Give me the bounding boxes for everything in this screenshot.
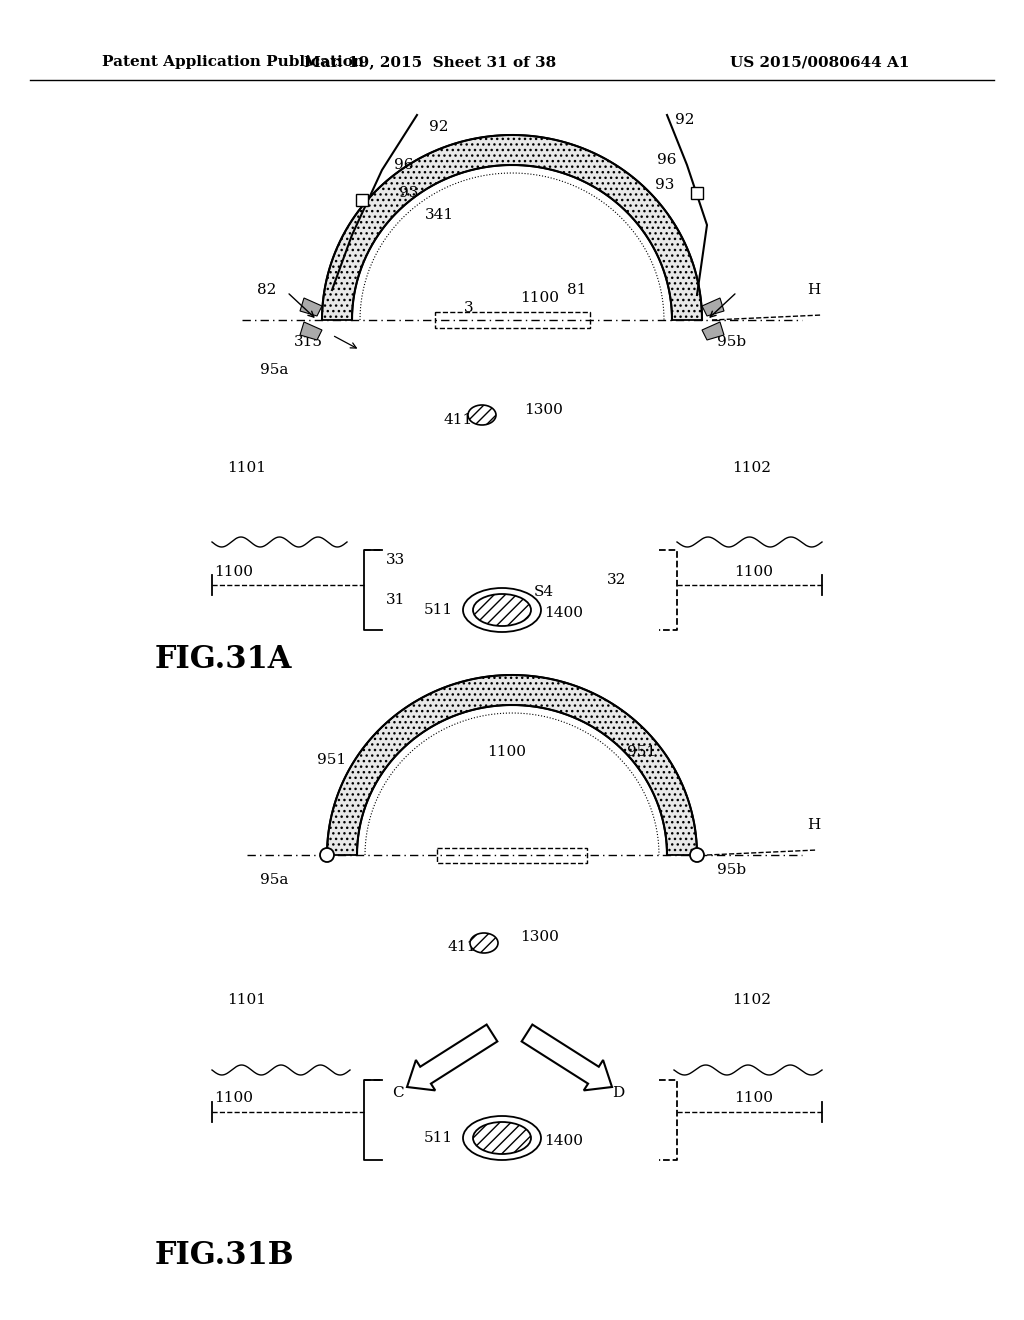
Polygon shape — [327, 675, 697, 855]
Text: H: H — [807, 818, 820, 832]
Text: 1101: 1101 — [227, 993, 266, 1007]
Text: C: C — [392, 1086, 403, 1100]
Text: 92: 92 — [675, 114, 694, 127]
Text: FIG.31B: FIG.31B — [155, 1239, 295, 1270]
Bar — [356, 194, 368, 206]
Text: 33: 33 — [386, 553, 406, 568]
Text: Patent Application Publication: Patent Application Publication — [102, 55, 364, 69]
Text: 96: 96 — [657, 153, 677, 168]
Text: 951: 951 — [627, 744, 656, 759]
Text: US 2015/0080644 A1: US 2015/0080644 A1 — [730, 55, 909, 69]
Text: 1100: 1100 — [734, 565, 773, 579]
Text: 81: 81 — [567, 282, 587, 297]
Text: D: D — [612, 1086, 625, 1100]
Text: 1400: 1400 — [544, 606, 583, 620]
Text: 1102: 1102 — [732, 993, 771, 1007]
Text: 341: 341 — [425, 209, 454, 222]
Text: 411: 411 — [447, 940, 476, 954]
Text: 411: 411 — [444, 413, 473, 426]
Polygon shape — [300, 298, 322, 315]
Text: 32: 32 — [607, 573, 627, 587]
Text: 95b: 95b — [717, 335, 746, 348]
Text: 951: 951 — [317, 752, 346, 767]
Ellipse shape — [463, 1115, 541, 1160]
Text: 1100: 1100 — [487, 744, 526, 759]
Text: FIG.31A: FIG.31A — [155, 644, 293, 676]
Text: 1102: 1102 — [732, 461, 771, 475]
Polygon shape — [702, 322, 724, 341]
Text: 82: 82 — [257, 282, 276, 297]
Bar — [691, 187, 703, 199]
Text: 95a: 95a — [260, 363, 289, 378]
Circle shape — [690, 847, 705, 862]
Polygon shape — [322, 135, 702, 319]
Ellipse shape — [468, 405, 496, 425]
Text: 1400: 1400 — [544, 1134, 583, 1148]
Text: S4: S4 — [534, 585, 554, 599]
Text: 511: 511 — [424, 603, 454, 616]
Ellipse shape — [473, 1122, 531, 1154]
Text: H: H — [807, 282, 820, 297]
Text: 1101: 1101 — [227, 461, 266, 475]
Bar — [434, 312, 590, 327]
Polygon shape — [702, 298, 724, 315]
Text: 95a: 95a — [260, 873, 289, 887]
Polygon shape — [407, 1024, 498, 1090]
Bar — [437, 847, 587, 862]
Text: 1100: 1100 — [214, 1092, 253, 1105]
Ellipse shape — [473, 594, 531, 626]
Circle shape — [319, 847, 334, 862]
Text: Mar. 19, 2015  Sheet 31 of 38: Mar. 19, 2015 Sheet 31 of 38 — [304, 55, 556, 69]
Text: 315: 315 — [294, 335, 323, 348]
Text: 1300: 1300 — [520, 931, 559, 944]
Text: 96: 96 — [394, 158, 414, 172]
Text: 31: 31 — [386, 593, 406, 607]
Ellipse shape — [470, 933, 498, 953]
Text: 95b: 95b — [717, 863, 746, 876]
Text: 1300: 1300 — [524, 403, 563, 417]
Ellipse shape — [463, 587, 541, 632]
Text: 3: 3 — [464, 301, 474, 315]
Text: 92: 92 — [429, 120, 449, 135]
Text: 93: 93 — [399, 186, 419, 201]
Polygon shape — [521, 1024, 612, 1090]
Polygon shape — [300, 322, 322, 341]
Text: 93: 93 — [655, 178, 675, 191]
Text: 1100: 1100 — [214, 565, 253, 579]
Text: 511: 511 — [424, 1131, 454, 1144]
Text: 1100: 1100 — [734, 1092, 773, 1105]
Text: 1100: 1100 — [520, 290, 559, 305]
